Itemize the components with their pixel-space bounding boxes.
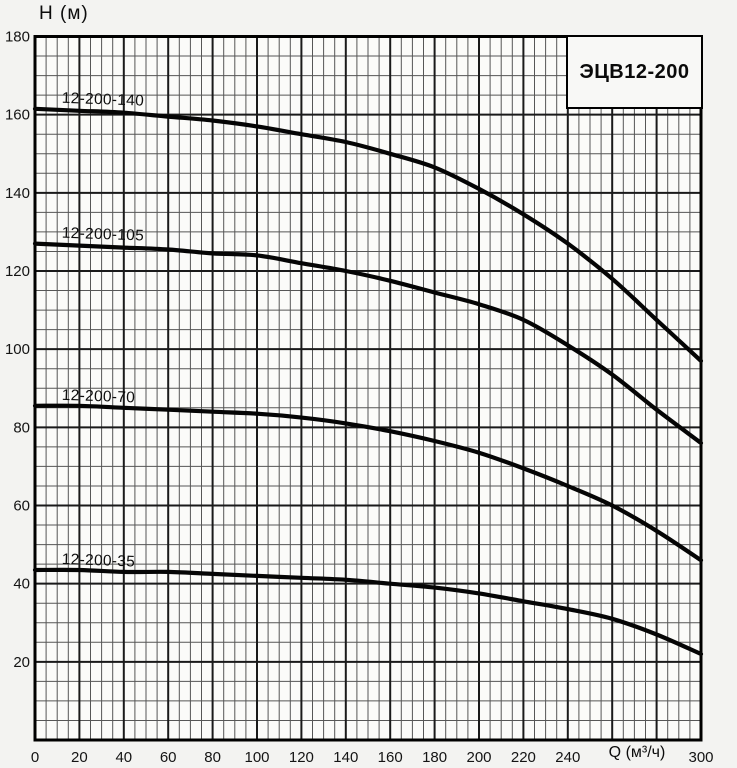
x-tick-label: 220 bbox=[511, 749, 536, 766]
x-tick-label: 140 bbox=[333, 749, 358, 766]
x-tick-label: 180 bbox=[422, 749, 447, 766]
curve-label: 12-200-105 bbox=[62, 225, 145, 245]
y-axis-title: H (м) bbox=[39, 3, 89, 24]
pump-model-label: ЭЦВ12-200 bbox=[579, 60, 690, 83]
x-tick-label: 300 bbox=[688, 749, 713, 766]
x-tick-label: 60 bbox=[160, 749, 177, 766]
y-tick-label: 80 bbox=[13, 419, 30, 436]
y-tick-label: 160 bbox=[5, 107, 30, 124]
y-tick-label: 180 bbox=[5, 29, 30, 46]
plot-border bbox=[33, 35, 703, 742]
x-tick-label: 200 bbox=[466, 749, 491, 766]
pump-model-title-box: ЭЦВ12-200 bbox=[566, 35, 703, 109]
curve-12-200-70 bbox=[32, 403, 704, 563]
curve-label: 12-200-140 bbox=[62, 90, 145, 110]
x-tick-label: 20 bbox=[71, 749, 88, 766]
y-tick-label: 120 bbox=[5, 263, 30, 280]
x-tick-label: 120 bbox=[289, 749, 314, 766]
y-tick-label: 20 bbox=[13, 654, 30, 671]
curve-label: 12-200-35 bbox=[62, 551, 136, 571]
x-tick-label: 0 bbox=[31, 749, 39, 766]
curve-12-200-140 bbox=[32, 106, 704, 363]
y-tick-label: 100 bbox=[5, 341, 30, 358]
y-tick-label: 60 bbox=[13, 498, 30, 515]
x-tick-label: 100 bbox=[244, 749, 269, 766]
curve-12-200-105 bbox=[32, 241, 704, 446]
x-tick-label: 160 bbox=[378, 749, 403, 766]
x-tick-label: 40 bbox=[115, 749, 132, 766]
x-tick-label: 80 bbox=[204, 749, 221, 766]
curve-12-200-35 bbox=[32, 567, 704, 657]
y-tick-label: 40 bbox=[13, 576, 30, 593]
x-axis-title: Q (м³/ч) bbox=[608, 744, 666, 761]
y-tick-label: 140 bbox=[5, 185, 30, 202]
x-tick-label: 240 bbox=[555, 749, 580, 766]
curve-label: 12-200-70 bbox=[62, 387, 136, 407]
